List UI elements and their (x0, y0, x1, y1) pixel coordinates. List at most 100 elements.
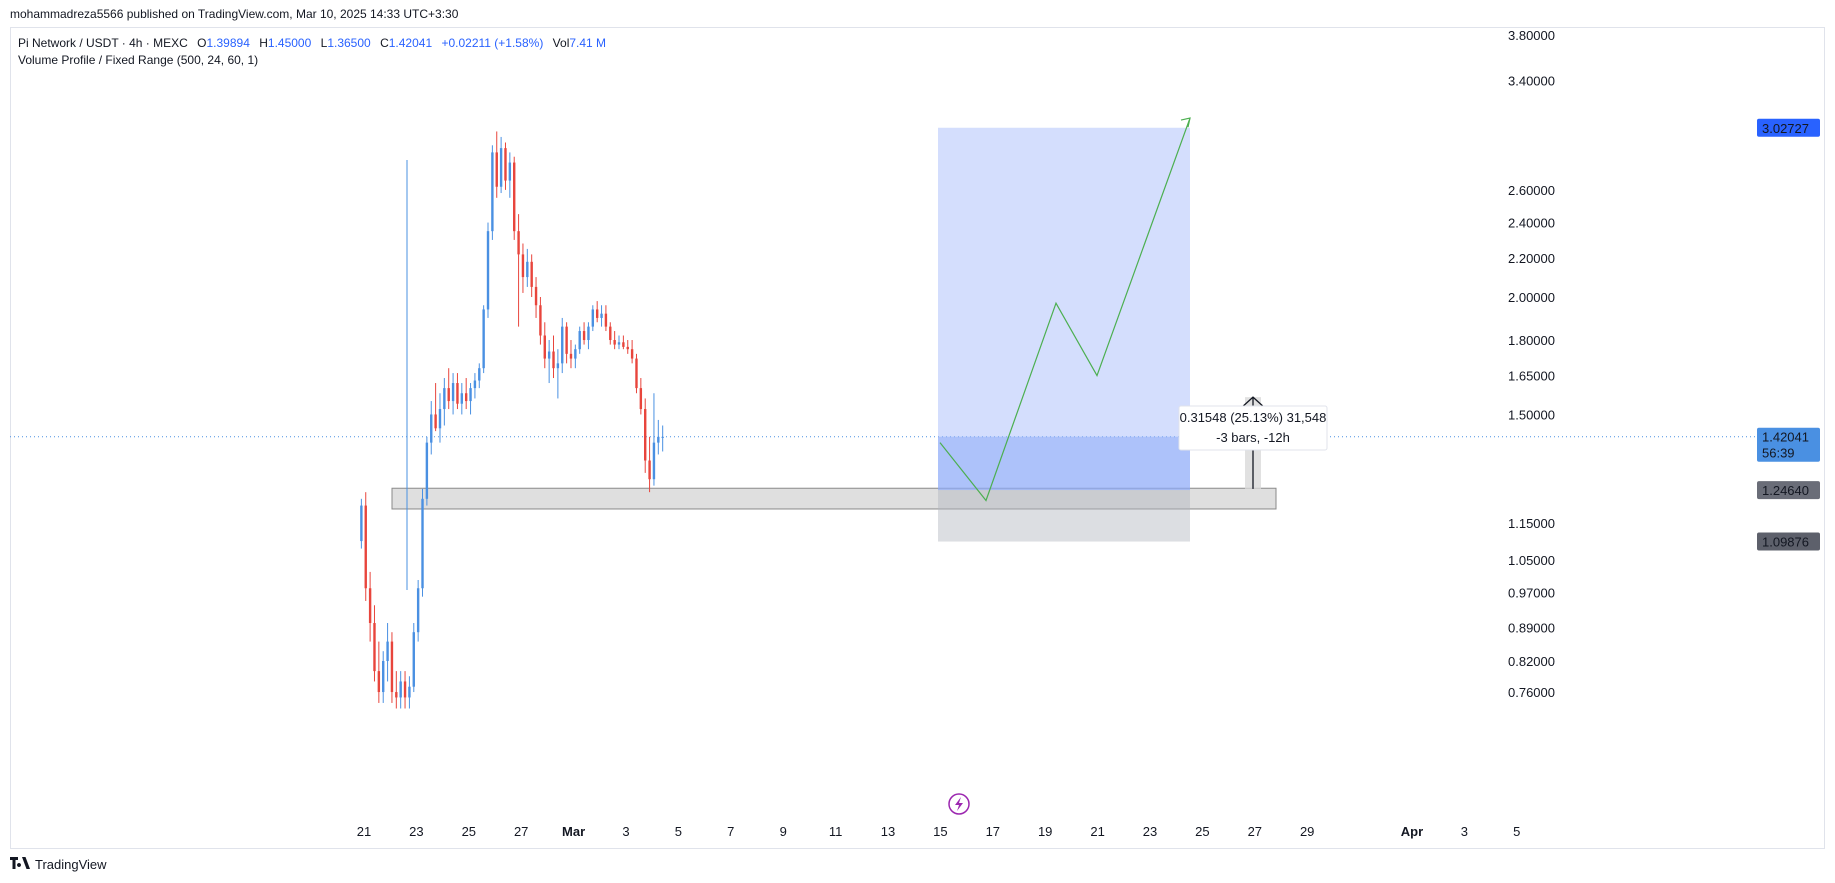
candle-body (574, 349, 577, 359)
candle-body (377, 671, 381, 693)
low-label: L (320, 36, 328, 50)
candle-body (587, 326, 590, 341)
candle-body (569, 353, 573, 359)
time-tick-label: Mar (562, 824, 585, 839)
candle-body (478, 368, 481, 381)
indicator-legend[interactable]: Volume Profile / Fixed Range (500, 24, 6… (18, 53, 259, 67)
price-tick-label: 2.00000 (1508, 290, 1555, 305)
candle-body (408, 686, 411, 698)
candle-body (626, 346, 629, 350)
price-tick-label: 1.15000 (1508, 516, 1555, 531)
candle-body (657, 436, 660, 443)
published-caption: mohammadreza5566 published on TradingVie… (10, 7, 459, 21)
open-value: 1.39894 (206, 36, 250, 50)
candle-body (639, 388, 643, 410)
target-price-tag-background (1757, 118, 1820, 137)
candle-body (530, 261, 533, 287)
candle-body (464, 393, 468, 402)
candle-body (513, 162, 516, 232)
time-tick-label: 19 (1038, 824, 1052, 839)
time-tick-label: 21 (1090, 824, 1104, 839)
price-tick-label: 2.20000 (1508, 251, 1555, 266)
time-tick-label: 13 (881, 824, 895, 839)
candle-body (609, 326, 612, 341)
measure-label-box: 0.31548 (25.13%) 31,548 -3 bars, -12h (1178, 405, 1328, 451)
candle-body (539, 305, 542, 336)
candle-body (521, 254, 525, 278)
volume-label: Vol (552, 36, 570, 50)
candle-body (491, 152, 494, 232)
candle-body (421, 498, 424, 589)
price-tick-label: 1.50000 (1508, 407, 1555, 422)
support-price-tag-background (1757, 481, 1820, 500)
candle-body (578, 331, 581, 350)
candle-body (386, 641, 389, 662)
candle-body (451, 383, 455, 402)
candle-body (368, 588, 372, 624)
current-price-tag-text: 1.42041 (1762, 430, 1809, 445)
candle-body (430, 414, 433, 443)
close-value: 1.42041 (388, 36, 433, 50)
stop-zone[interactable] (938, 490, 1190, 542)
high-value: 1.45000 (267, 36, 312, 50)
time-tick-label: 3 (1461, 824, 1468, 839)
candle-body (635, 358, 638, 389)
price-tick-label: 3.80000 (1508, 28, 1555, 43)
candle-body (556, 363, 560, 369)
measure-arrowhead (1241, 396, 1265, 408)
price-tick-label: 3.40000 (1508, 73, 1555, 88)
candle-body (412, 632, 415, 687)
candle-body (443, 388, 446, 410)
price-tick-label: 1.65000 (1508, 369, 1555, 384)
target-zone[interactable] (938, 127, 1190, 491)
candle-body (360, 505, 363, 542)
projection-path[interactable] (939, 117, 1191, 502)
bar-countdown-text: 56:39 (1762, 446, 1795, 461)
footer: TradingView (10, 857, 107, 872)
time-tick-label: 25 (462, 824, 476, 839)
support-price-tag: 1.24640 (1757, 481, 1820, 500)
candle-body (508, 162, 512, 181)
time-tick-label: 27 (1248, 824, 1262, 839)
footer-brand[interactable]: TradingView (35, 857, 107, 872)
time-tick-label: 5 (675, 824, 682, 839)
time-tick-label: 27 (514, 824, 528, 839)
symbol-label[interactable]: Pi Network / USDT · 4h · MEXC (18, 36, 188, 50)
candle-body (595, 309, 599, 318)
time-tick-label: 25 (1195, 824, 1209, 839)
candle-body (661, 436, 664, 438)
candle-body (447, 388, 450, 402)
time-axis[interactable]: 21 23 25 27 Mar 3 5 7 9 11 13 15 17 19 21 23 25 27 29 Apr 3 5 (357, 824, 1521, 839)
candle-body (460, 393, 464, 404)
time-tick-label: 17 (986, 824, 1000, 839)
tradingview-logo-icon[interactable] (10, 857, 30, 872)
time-tick-label: 5 (1513, 824, 1520, 839)
price-tick-label: 0.89000 (1508, 621, 1555, 636)
candle-body (561, 326, 564, 364)
price-axis[interactable]: 3.80000 3.40000 2.60000 2.40000 2.20000 2.000… (1508, 28, 1555, 700)
time-tick-label: 29 (1300, 824, 1314, 839)
candle-body (495, 152, 498, 187)
price-tick-label: 0.76000 (1508, 685, 1555, 700)
candle-body (486, 231, 490, 310)
candle-body (482, 309, 485, 369)
time-tick-label: 15 (933, 824, 947, 839)
target-price-tag: 3.02727 (1757, 118, 1820, 137)
current-price-tag-background (1757, 427, 1820, 462)
price-tick-label: 0.97000 (1508, 585, 1555, 600)
stop-price-tag: 1.09876 (1757, 532, 1820, 551)
lightning-icon[interactable] (948, 793, 970, 815)
candle-body (652, 442, 656, 480)
candle-body (416, 588, 420, 633)
change-value: +0.02211 (+1.58%) (441, 36, 544, 50)
candle-body (499, 148, 503, 187)
candle-body (425, 442, 429, 499)
support-price-tag-text: 1.24640 (1762, 483, 1809, 498)
time-tick-label: 11 (829, 824, 843, 839)
open-label: O (197, 36, 207, 50)
support-zone[interactable] (391, 487, 1277, 510)
candle-body (517, 231, 520, 255)
filled-profit-zone (938, 436, 1190, 491)
candle-body (504, 148, 507, 181)
